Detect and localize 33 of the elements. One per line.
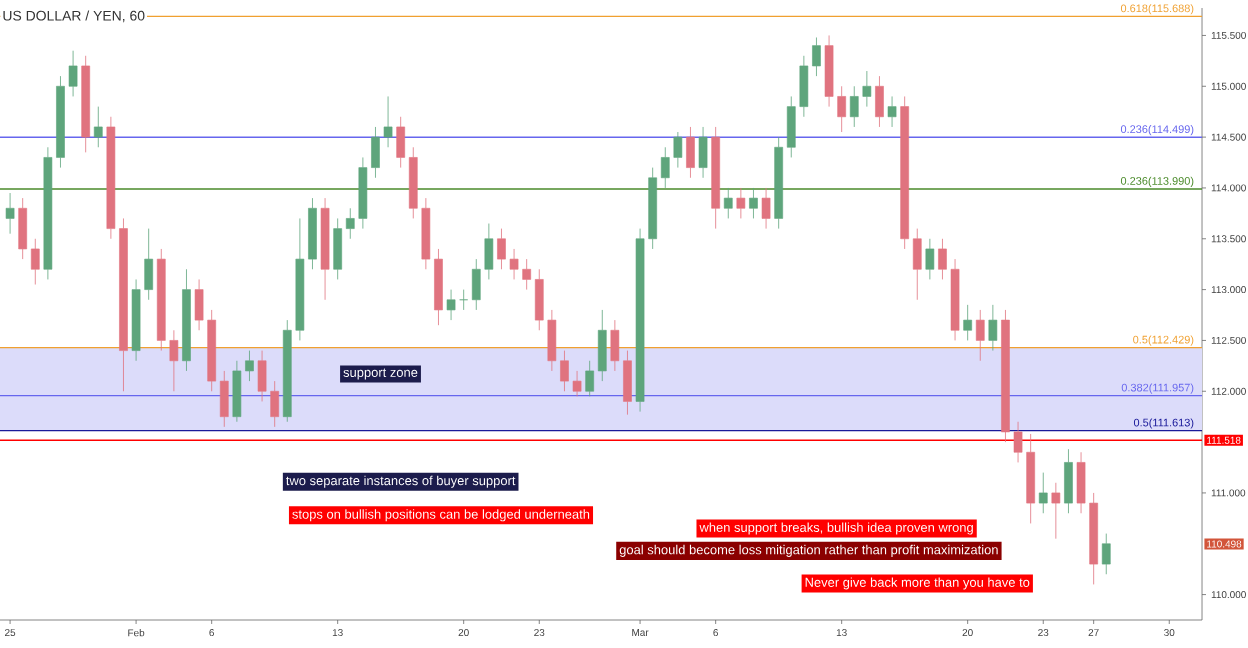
candlestick	[5, 192, 15, 235]
candlestick	[1038, 472, 1048, 514]
candlestick	[1101, 533, 1111, 575]
candlestick	[774, 136, 783, 229]
candlestick	[182, 268, 191, 372]
candlestick	[988, 304, 998, 351]
candlestick	[396, 116, 405, 168]
candlestick	[93, 106, 103, 148]
candlestick	[887, 96, 897, 128]
candlestick	[749, 187, 758, 219]
candlestick	[219, 370, 229, 428]
candlestick	[736, 187, 746, 219]
candlestick	[1051, 482, 1061, 540]
candlestick	[320, 197, 330, 301]
candlestick	[912, 228, 922, 301]
candlestick	[30, 238, 40, 285]
candlestick	[723, 187, 733, 219]
candlestick	[761, 187, 771, 229]
candlestick	[963, 304, 972, 341]
candlestick	[686, 126, 695, 179]
candlestick	[900, 96, 909, 250]
candlestick	[711, 126, 720, 229]
candlestick	[446, 289, 456, 321]
candlestick	[18, 197, 28, 260]
candlestick	[585, 360, 594, 397]
candlestick	[333, 218, 342, 280]
candlestick	[975, 309, 985, 362]
candlestick	[597, 309, 607, 382]
candlestick	[1064, 448, 1073, 514]
candlestick	[925, 238, 935, 280]
candlestick	[875, 75, 884, 128]
candlestick	[698, 126, 708, 179]
candlestick	[81, 55, 91, 153]
